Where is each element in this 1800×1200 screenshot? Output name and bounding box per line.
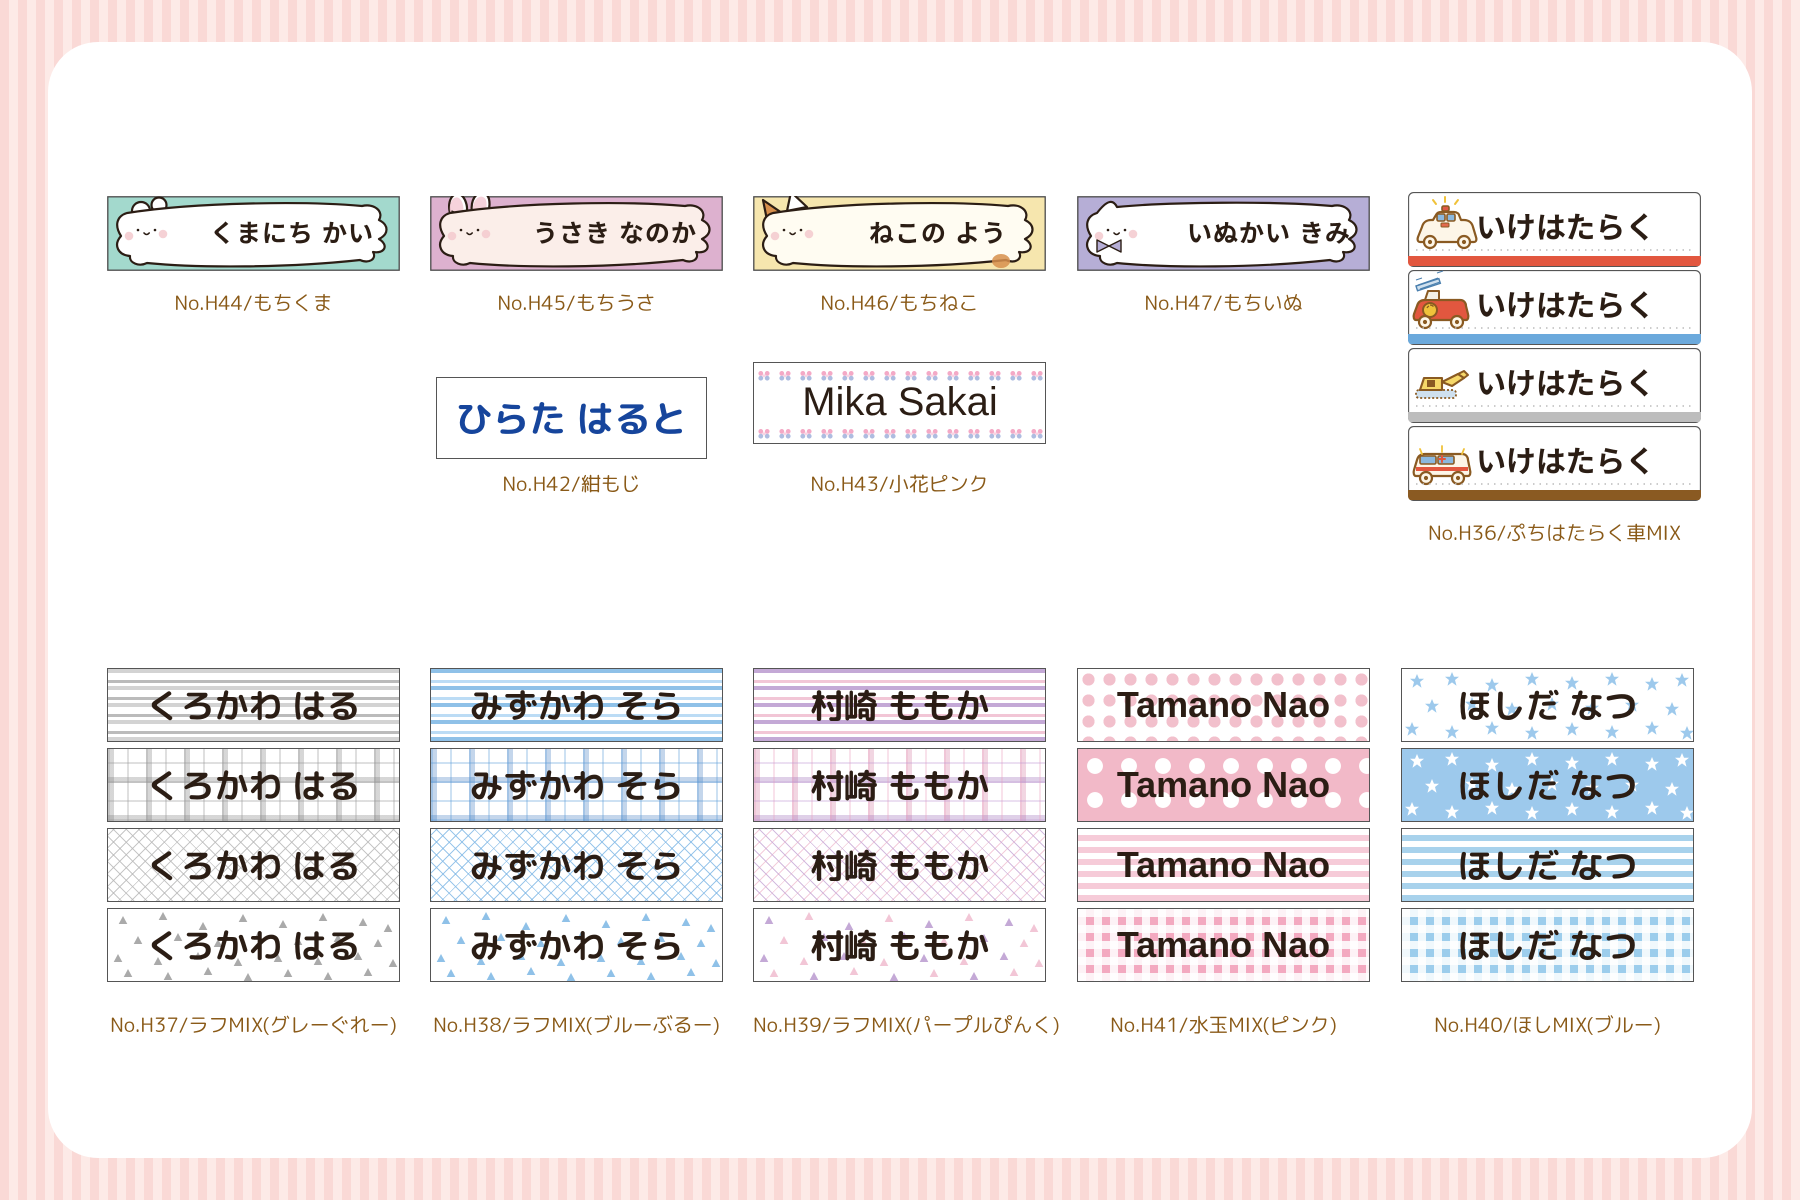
svg-text:Mika Sakai: Mika Sakai bbox=[802, 380, 998, 424]
svg-text:いけはたらく: いけはたらく bbox=[1476, 368, 1655, 401]
svg-text:いけはたらく: いけはたらく bbox=[1476, 290, 1655, 323]
svg-text:くまにち かい: くまにち かい bbox=[210, 220, 374, 248]
svg-text:いぬかい きみ: いぬかい きみ bbox=[1187, 220, 1351, 248]
svg-text:いけはたらく: いけはたらく bbox=[1476, 212, 1655, 245]
svg-text:うさき なのか: うさき なのか bbox=[533, 220, 697, 248]
svg-text:ねこの よう: ねこの よう bbox=[869, 220, 1007, 248]
svg-text:いけはたらく: いけはたらく bbox=[1476, 446, 1655, 479]
